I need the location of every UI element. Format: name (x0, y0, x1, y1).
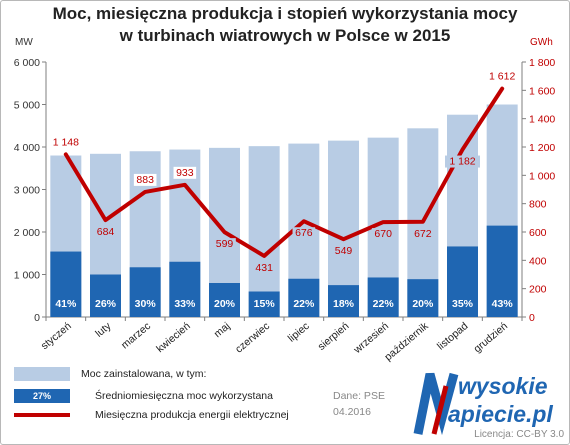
category-label: sierpień (316, 320, 352, 353)
right-tick-label: 1 600 (529, 85, 555, 97)
utilized-capacity-bar (129, 267, 161, 317)
utilized-capacity-bar (328, 285, 359, 317)
utilized-capacity-bar (486, 225, 518, 317)
legend-production-swatch (14, 413, 70, 417)
source-date: 04.2016 (333, 406, 371, 418)
production-label-bg (48, 136, 84, 149)
utilized-capacity-bar (50, 251, 82, 317)
brand-line-2: apiecie.pl (448, 401, 553, 427)
production-value-label: 1 612 (489, 71, 515, 83)
right-axis-unit: GWh (530, 37, 553, 48)
utilized-capacity-bar (90, 274, 121, 317)
right-tick-label: 600 (529, 227, 547, 239)
utilization-percent-label: 26% (95, 298, 117, 310)
utilization-percent-label: 18% (333, 298, 355, 310)
installed-capacity-bar (248, 146, 280, 317)
chart-title: Moc, miesięczna produkcja i stopień wyko… (0, 3, 570, 47)
right-tick-label: 1 400 (529, 114, 555, 126)
category-label: styczeń (39, 320, 74, 352)
production-label-bg (252, 261, 276, 274)
production-label-bg (213, 238, 236, 251)
production-label-bg (332, 245, 355, 258)
utilized-capacity-bar (288, 278, 320, 317)
source-text: Dane: PSE (333, 390, 385, 402)
utilization-percent-label: 41% (55, 298, 77, 310)
utilization-percent-label: 43% (492, 298, 514, 310)
legend-utilized-swatch: 27% (14, 389, 70, 403)
production-value-label: 672 (414, 228, 432, 240)
utilized-capacity-bar (447, 246, 478, 317)
production-label-bg (411, 227, 435, 240)
license-text: Licencja: CC-BY 3.0 (474, 429, 564, 440)
production-value-label: 1 182 (449, 156, 475, 168)
utilized-capacity-bar (169, 261, 201, 317)
production-label-bg (371, 228, 395, 241)
production-label-bg (133, 173, 157, 186)
production-label-bg (445, 155, 480, 168)
left-tick-label: 3 000 (14, 185, 40, 197)
left-tick-label: 0 (34, 312, 40, 324)
production-value-label: 1 148 (53, 136, 79, 148)
legend-installed-swatch (14, 367, 70, 381)
left-tick-label: 1 000 (14, 270, 40, 282)
utilization-percent-label: 35% (452, 298, 474, 310)
right-tick-label: 1 000 (529, 170, 555, 182)
category-label: październik (382, 320, 431, 364)
left-tick-label: 2 000 (14, 227, 40, 239)
legend-utilized-label: Średniomiesięczna moc wykorzystana (95, 390, 273, 402)
legend-production-label: Miesięczna produkcja energii elektryczne… (95, 409, 289, 421)
right-tick-label: 1 800 (529, 57, 555, 69)
category-label: lipiec (286, 320, 312, 345)
production-value-label: 684 (97, 226, 115, 238)
production-value-label: 883 (136, 174, 154, 186)
category-label: listopad (435, 320, 471, 353)
utilization-percent-label: 20% (214, 298, 236, 310)
production-label-bg (484, 70, 520, 83)
legend-production: Miesięczna produkcja energii elektryczne… (14, 409, 289, 421)
production-value-label: 599 (216, 238, 234, 250)
category-label: czerwiec (233, 320, 272, 355)
left-tick-label: 6 000 (14, 57, 40, 69)
legend-installed: Moc zainstalowana, w tym: (14, 367, 206, 381)
left-tick-label: 5 000 (14, 100, 40, 112)
production-value-label: 549 (335, 245, 353, 257)
category-label: marzec (119, 320, 153, 351)
left-tick-label: 4 000 (14, 142, 40, 154)
right-tick-label: 1 200 (529, 142, 555, 154)
utilization-percent-label: 33% (174, 298, 196, 310)
production-label-bg (173, 166, 197, 179)
title-line-2: w turbinach wiatrowych w Polsce w 2015 (119, 26, 451, 45)
utilized-capacity-bar (367, 277, 399, 317)
utilization-percent-label: 15% (254, 298, 276, 310)
brand-line-1: wysokie (458, 373, 548, 399)
right-tick-label: 800 (529, 199, 547, 211)
production-value-label: 676 (295, 227, 313, 239)
utilization-percent-label: 22% (373, 298, 395, 310)
brand-logo: wysokie apiecie.pl Licencja: CC-BY 3.0 (413, 372, 564, 440)
utilized-capacity-bar (248, 291, 280, 317)
right-tick-label: 200 (529, 284, 547, 296)
production-value-label: 933 (176, 167, 194, 179)
utilization-percent-label: 22% (293, 298, 315, 310)
category-label: luty (93, 320, 114, 340)
utilization-percent-label: 20% (412, 298, 434, 310)
title-line-1: Moc, miesięczna produkcja i stopień wyko… (52, 4, 518, 23)
utilization-percent-label: 30% (135, 298, 157, 310)
utilized-capacity-bar (209, 283, 240, 317)
category-label: grudzień (472, 320, 511, 355)
production-value-label: 431 (255, 262, 273, 274)
left-axis-unit: MW (15, 37, 33, 48)
production-label-bg (292, 227, 316, 240)
legend-installed-label: Moc zainstalowana, w tym: (81, 368, 207, 380)
production-line (63, 86, 505, 258)
production-label-bg (94, 226, 117, 239)
category-label: maj (212, 320, 233, 340)
legend-utilized: 27% Średniomiesięczna moc wykorzystana (14, 389, 273, 403)
right-tick-label: 0 (529, 312, 535, 324)
utilized-capacity-bar (407, 279, 439, 317)
category-label: kwiecień (154, 320, 193, 355)
right-tick-label: 400 (529, 255, 547, 267)
production-value-label: 670 (374, 228, 392, 240)
